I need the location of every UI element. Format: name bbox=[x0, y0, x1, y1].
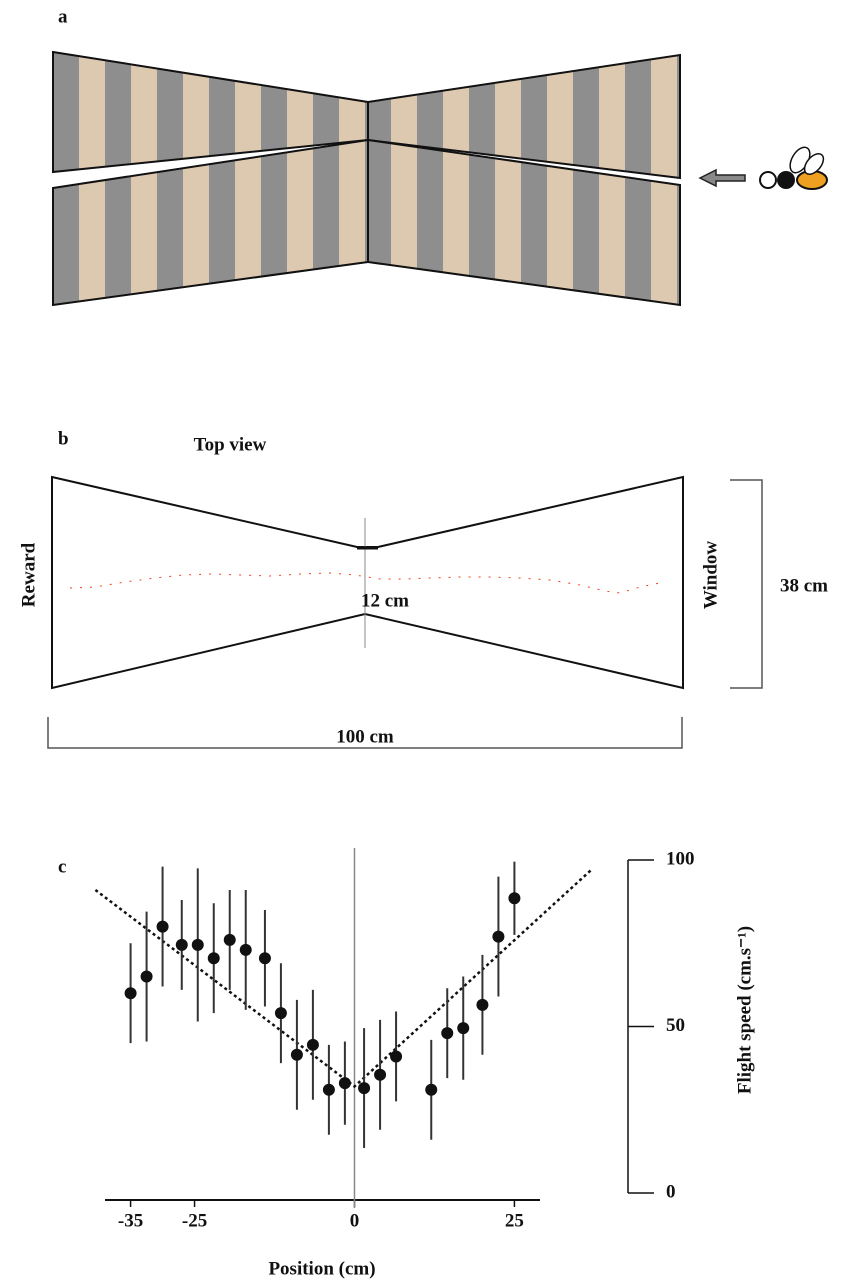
y-tick-label: 100 bbox=[666, 848, 695, 869]
data-point bbox=[124, 987, 137, 1000]
data-point bbox=[508, 892, 521, 905]
data-point bbox=[191, 938, 204, 951]
panel-label: c bbox=[58, 856, 66, 877]
flight-trajectory bbox=[69, 572, 666, 594]
data-point bbox=[140, 970, 153, 983]
data-point bbox=[390, 1050, 403, 1063]
data-point bbox=[425, 1083, 438, 1096]
data-point bbox=[239, 943, 252, 956]
dimension-bracket bbox=[47, 717, 683, 749]
side-label: Reward bbox=[18, 542, 39, 607]
x-tick-label: -25 bbox=[182, 1210, 207, 1231]
data-point bbox=[358, 1082, 371, 1095]
panel-title: Top view bbox=[194, 434, 267, 455]
data-point bbox=[156, 920, 169, 933]
chart: c Position (cm) Flight speed (cm.s⁻¹) -3… bbox=[58, 848, 755, 1279]
data-point bbox=[223, 933, 236, 946]
data-point bbox=[441, 1027, 454, 1040]
x-tick-label: 25 bbox=[505, 1210, 524, 1231]
panel-label: b bbox=[58, 428, 69, 449]
wall-panel bbox=[367, 53, 681, 180]
data-point bbox=[290, 1048, 303, 1061]
data-point bbox=[258, 952, 271, 965]
data-point bbox=[457, 1022, 470, 1035]
bee-icon bbox=[698, 146, 828, 190]
data-point bbox=[492, 930, 505, 943]
dimension-label: 100 cm bbox=[336, 726, 394, 747]
data-point bbox=[175, 938, 188, 951]
data-point bbox=[476, 998, 489, 1011]
y-tick-label: 50 bbox=[666, 1015, 685, 1036]
panel-label: a bbox=[58, 6, 68, 27]
x-axis-title: Position (cm) bbox=[268, 1258, 375, 1279]
data-point bbox=[338, 1077, 351, 1090]
x-tick-label: -35 bbox=[118, 1210, 143, 1231]
tunnel-outline bbox=[51, 475, 684, 690]
wall-panel bbox=[367, 138, 681, 307]
data-point bbox=[374, 1068, 387, 1081]
side-label: Window bbox=[700, 541, 721, 610]
y-tick-label: 0 bbox=[666, 1181, 676, 1202]
data-point bbox=[322, 1083, 335, 1096]
y-axis-title: Flight speed (cm.s⁻¹) bbox=[734, 926, 755, 1094]
data-point bbox=[306, 1038, 319, 1051]
data-point bbox=[274, 1007, 287, 1020]
dimension-label: 38 cm bbox=[780, 575, 828, 596]
gap-label: 12 cm bbox=[361, 590, 409, 611]
x-tick-label: 0 bbox=[350, 1210, 360, 1231]
dimension-bracket bbox=[730, 479, 763, 689]
tunnel-drawing bbox=[52, 50, 681, 307]
data-point bbox=[207, 952, 220, 965]
